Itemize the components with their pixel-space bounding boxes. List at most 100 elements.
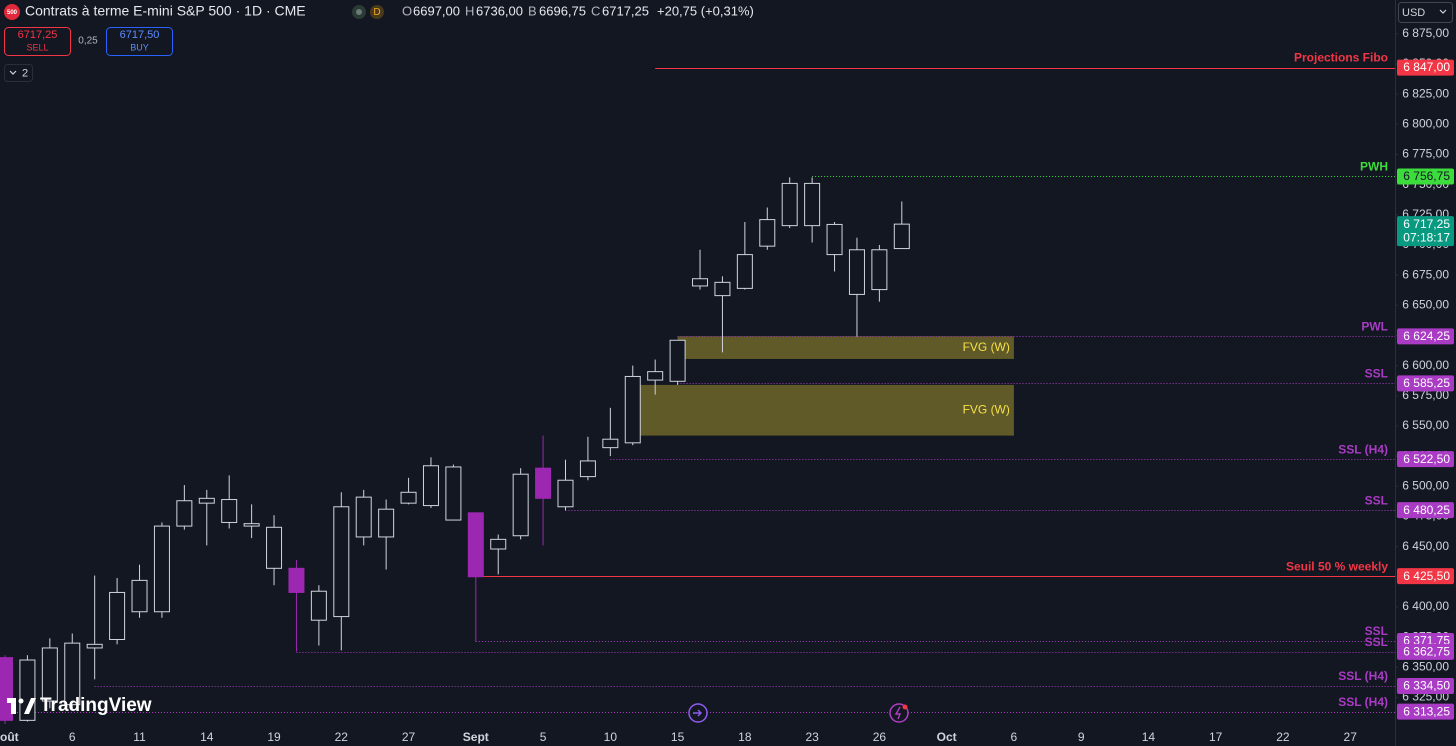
candle-body <box>826 223 843 256</box>
level-label: SSL (H4) <box>1338 669 1388 683</box>
last-price-label: 6 717,25 <box>1403 217 1450 231</box>
logo-mark <box>18 698 24 704</box>
x-tick-label: oût <box>0 730 19 744</box>
interval-badge: D <box>373 7 380 18</box>
level-label: SSL <box>1365 624 1388 638</box>
candle-body <box>848 249 865 295</box>
fvg-zone <box>632 384 1014 436</box>
interval-badge-bg <box>370 5 384 19</box>
candle-body <box>624 375 641 444</box>
y-tick-label: 6 600,00 <box>1402 358 1449 372</box>
candle-body <box>109 591 126 641</box>
indicators-toggle[interactable] <box>4 64 33 82</box>
indicators-count: 2 <box>22 67 28 79</box>
candle-body <box>400 491 417 504</box>
last-price-badge <box>1397 216 1454 247</box>
candle-body <box>221 499 238 523</box>
candle-body <box>579 460 596 478</box>
price-badge-label: 6 362,75 <box>1403 645 1450 659</box>
price-badge-label: 6 847,00 <box>1403 60 1450 74</box>
level-label: SSL <box>1365 367 1388 381</box>
price-badge-label: 6 480,25 <box>1403 503 1450 517</box>
candle-body <box>759 219 776 247</box>
logo: TradingView <box>7 695 152 716</box>
spread: 0,25 <box>78 36 98 47</box>
logo-mark <box>24 698 36 714</box>
x-tick-label: 18 <box>738 730 752 744</box>
price-badge-label: 6 756,75 <box>1403 169 1450 183</box>
candle-body <box>131 579 148 613</box>
header: 500 Contrats à terme E-mini S&P 500 · 1D… <box>4 2 1453 82</box>
chart-title[interactable]: Contrats à terme E-mini S&P 500 · 1D · C… <box>25 3 306 19</box>
y-tick-label: 6 500,00 <box>1402 478 1449 492</box>
y-tick-label: 6 575,00 <box>1402 388 1449 402</box>
sell-button[interactable] <box>4 27 71 56</box>
buy-price: 6717,50 <box>120 29 160 41</box>
candle-body <box>535 467 552 499</box>
x-tick-label: 22 <box>1276 730 1290 744</box>
x-tick-label: 27 <box>1344 730 1358 744</box>
x-tick-label: 9 <box>1078 730 1085 744</box>
price-badge <box>1397 502 1454 519</box>
x-tick-label: 10 <box>604 730 618 744</box>
currency-button[interactable] <box>1398 2 1453 23</box>
symbol-icon-text: 500 <box>7 10 18 16</box>
level-label: PWL <box>1361 320 1388 334</box>
price-badge <box>1397 375 1454 392</box>
candle-body <box>310 590 327 621</box>
logo-text: TradingView <box>40 695 152 716</box>
candle-body <box>893 223 910 250</box>
candle-body <box>355 496 372 538</box>
candle-body <box>198 497 215 504</box>
currency: USD <box>1402 7 1425 19</box>
candle-body <box>64 642 81 706</box>
candle-body <box>602 438 619 449</box>
candles <box>0 177 910 724</box>
candle-body <box>490 538 507 550</box>
buy-button[interactable] <box>106 27 173 56</box>
candle-body <box>736 254 753 289</box>
y-tick-label: 6 775,00 <box>1402 147 1449 161</box>
x-tick-label: 27 <box>402 730 416 744</box>
ohlc-value: 6696,75 <box>539 3 586 18</box>
y-tick-label: 6 400,00 <box>1402 599 1449 613</box>
price-badge <box>1397 168 1454 185</box>
y-tick-label: 6 550,00 <box>1402 418 1449 432</box>
price-badge-label: 6 522,50 <box>1403 452 1450 466</box>
candle-body <box>871 249 888 291</box>
logo-mark <box>7 698 16 714</box>
ohlc-label: B <box>528 3 537 18</box>
candle-body <box>86 643 103 649</box>
price-badge-label: 6 585,25 <box>1403 376 1450 390</box>
x-tick-label: 6 <box>1011 730 1018 744</box>
candle-body <box>378 508 395 538</box>
x-tick-label: Oct <box>937 730 957 744</box>
candle-body <box>669 339 686 382</box>
levels <box>5 68 1395 713</box>
ohlc-value: 6697,00 <box>413 3 460 18</box>
candle-body <box>445 466 462 521</box>
price-badge-label: 6 313,25 <box>1403 704 1450 718</box>
level-label: SSL (H4) <box>1338 442 1388 456</box>
y-tick-label: 6 650,00 <box>1402 297 1449 311</box>
candle-body <box>804 182 821 227</box>
candle-body <box>692 278 709 287</box>
level-label: Projections Fibo <box>1294 51 1388 65</box>
candle-body <box>0 657 13 721</box>
candle-body <box>153 525 170 613</box>
candle-body <box>243 523 260 527</box>
sell-label: SELL <box>26 42 48 52</box>
y-tick-label: 6 350,00 <box>1402 659 1449 673</box>
ohlc-label: O <box>402 3 412 18</box>
ohlc-value: 6736,00 <box>476 3 523 18</box>
chevron <box>9 70 17 75</box>
price-badge <box>1397 59 1454 76</box>
ohlc-values: O 6697,00 H 6736,00 B 6696,75 C 6717,25 <box>402 3 649 18</box>
price-badge <box>1397 677 1454 694</box>
x-tick-label: 17 <box>1209 730 1223 744</box>
price-badge-label: 6 425,50 <box>1403 569 1450 583</box>
price-badge <box>1397 568 1454 585</box>
y-tick-label: 6 800,00 <box>1402 116 1449 130</box>
